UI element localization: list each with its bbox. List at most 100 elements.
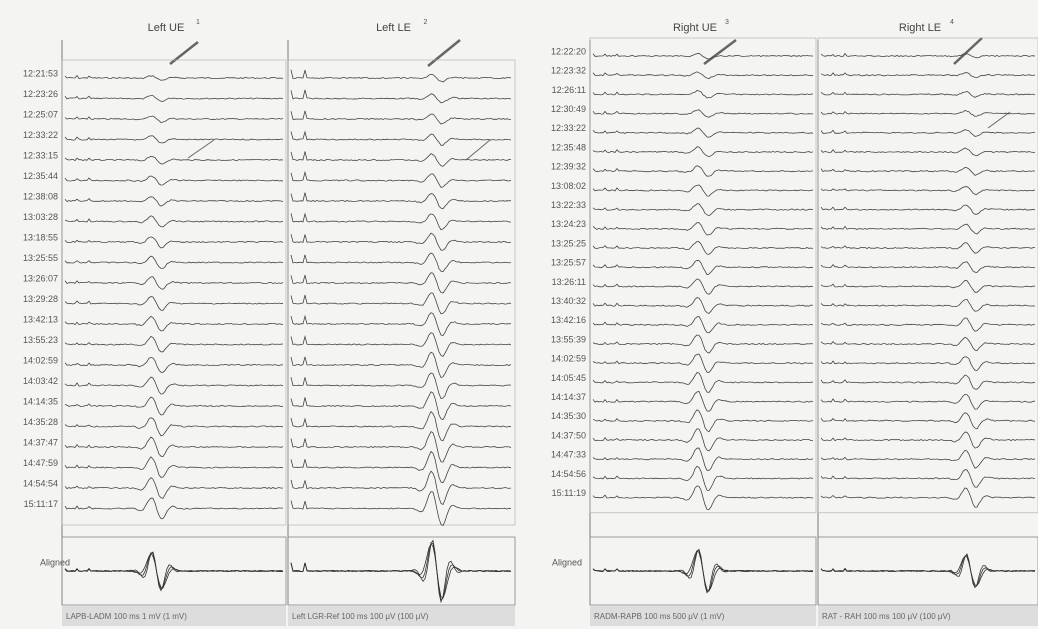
trace	[592, 316, 814, 334]
timestamp: 14:35:28	[23, 417, 58, 427]
timestamp: 12:33:15	[23, 150, 58, 160]
trace	[820, 166, 1036, 176]
trace	[290, 491, 512, 527]
trace	[64, 215, 284, 228]
timestamp: 12:38:08	[23, 191, 58, 201]
trace	[820, 487, 1036, 508]
trace	[290, 69, 512, 83]
trace	[592, 447, 814, 471]
trace	[592, 90, 814, 99]
trace	[290, 332, 512, 358]
panel-title: Right UE	[673, 22, 717, 34]
timestamp: 13:18:55	[23, 232, 58, 242]
trace	[64, 417, 284, 437]
trace	[592, 372, 814, 393]
trace	[820, 204, 1036, 215]
timestamp: 14:14:37	[551, 392, 586, 402]
trace	[64, 196, 284, 207]
trace	[290, 272, 512, 294]
timestamp: 14:54:54	[23, 478, 58, 488]
trace	[820, 109, 1036, 117]
aligned-label: Aligned	[40, 557, 70, 567]
timestamp: 13:08:02	[551, 181, 586, 191]
arrows	[169, 37, 1011, 161]
timestamp: 13:29:28	[23, 294, 58, 304]
trace	[592, 71, 814, 80]
timestamp: 14:37:50	[551, 430, 586, 440]
timestamp: 14:02:59	[551, 354, 586, 364]
panel-footer: LAPB-LADM 100 ms 1 mV (1 mV)	[66, 612, 187, 621]
timestamp: 12:25:07	[23, 109, 58, 119]
trace	[820, 412, 1036, 430]
trace	[64, 74, 284, 81]
trace	[820, 374, 1036, 390]
timestamp: 15:11:17	[24, 499, 58, 509]
trace	[64, 296, 284, 311]
trace	[820, 279, 1036, 293]
timestamp: 13:40:32	[551, 296, 586, 306]
timestamp: 13:25:55	[23, 253, 58, 263]
timestamp: 12:23:32	[551, 66, 586, 76]
trace	[592, 353, 814, 373]
aligned-label: Aligned	[552, 557, 582, 567]
timestamp: 13:26:11	[552, 277, 586, 287]
trace	[592, 109, 814, 118]
trace	[592, 222, 814, 236]
trace	[64, 456, 284, 478]
trace	[290, 470, 512, 506]
panel-note: 1	[196, 19, 200, 26]
trace	[592, 278, 814, 295]
trace	[64, 396, 284, 416]
timestamp: 14:47:33	[551, 450, 586, 460]
trace	[64, 115, 284, 123]
timestamp: 12:33:22	[23, 130, 58, 140]
timestamp: 14:05:45	[551, 373, 586, 383]
trace	[64, 95, 284, 102]
timestamp: 12:30:49	[551, 104, 586, 114]
footer-box	[590, 606, 816, 626]
trace	[64, 357, 284, 373]
trace	[592, 52, 814, 60]
aligned-box	[287, 536, 516, 606]
panel-footer: RAT - RAH 100 ms 100 μV (100 μV)	[822, 612, 951, 621]
trace	[820, 469, 1036, 488]
timestamp: 13:26:07	[23, 273, 58, 283]
trace	[64, 315, 284, 332]
trace	[592, 297, 814, 314]
aligned-box	[817, 536, 1038, 606]
panel-note: 4	[950, 19, 954, 26]
timestamp: 14:03:42	[23, 376, 58, 386]
footer-box	[288, 606, 515, 626]
panel-title: Right LE	[899, 22, 941, 34]
trace	[820, 186, 1036, 195]
trace-box	[61, 59, 287, 526]
trace	[64, 135, 284, 144]
timestamp: 12:35:44	[23, 171, 58, 181]
trace	[592, 465, 814, 491]
trace	[592, 428, 814, 452]
timestamp: 13:25:25	[551, 238, 586, 248]
trace	[592, 203, 814, 217]
trace	[820, 261, 1036, 273]
timestamp: 14:35:30	[551, 411, 586, 421]
trace	[592, 390, 814, 412]
trace	[64, 255, 284, 269]
trace-box	[817, 37, 1038, 514]
panel-title: Left LE	[376, 22, 411, 34]
trace	[290, 130, 512, 146]
trace	[592, 165, 814, 177]
trace	[290, 232, 512, 251]
timestamp: 13:24:23	[551, 219, 586, 229]
timestamp: 14:14:35	[23, 396, 58, 406]
panel-note: 2	[424, 19, 428, 26]
timestamp: 14:37:47	[23, 437, 58, 447]
trace	[290, 372, 512, 399]
trace-box	[287, 59, 516, 526]
trace	[592, 334, 814, 354]
aligned-box	[589, 536, 817, 606]
trace	[820, 317, 1036, 332]
timestamp: 13:55:23	[23, 335, 58, 345]
trace	[64, 477, 284, 499]
timestamp: 12:26:11	[552, 85, 586, 95]
